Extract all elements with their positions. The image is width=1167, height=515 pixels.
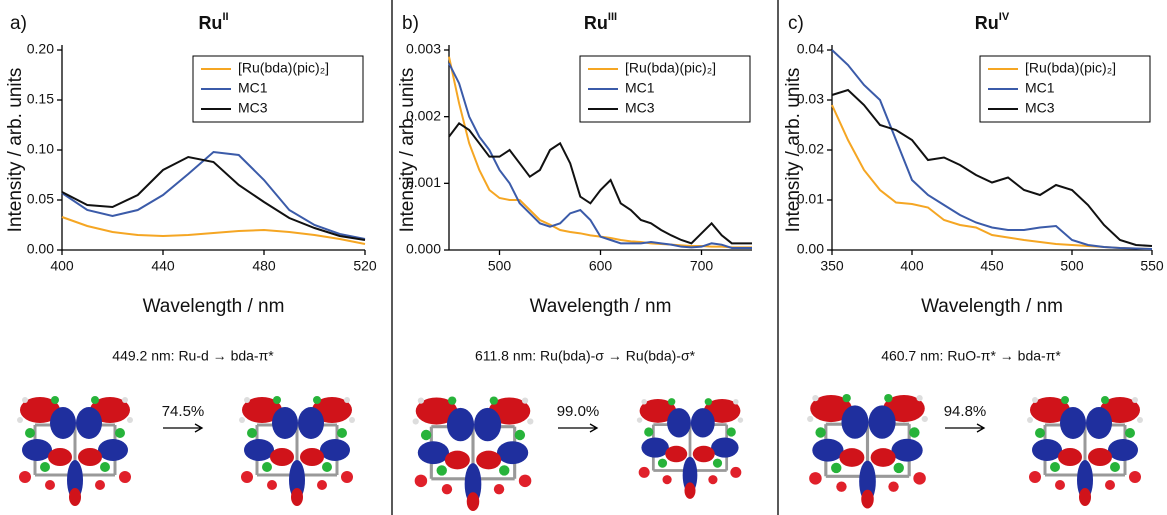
transition-arrow xyxy=(163,424,202,432)
orbital-image xyxy=(1027,396,1143,506)
legend-label: MC3 xyxy=(1025,100,1055,116)
x-axis-label: Wavelength / nm xyxy=(143,296,285,317)
x-tick-label: 400 xyxy=(50,258,74,274)
panel-label: b) xyxy=(402,13,419,34)
data-line xyxy=(449,123,752,243)
y-tick-label: 0.000 xyxy=(406,241,441,257)
x-tick-label: 500 xyxy=(1060,258,1084,274)
x-tick-label: 520 xyxy=(353,258,377,274)
title-superscript: IV xyxy=(999,11,1010,23)
legend-label: [Ru(bda)(pic)₂] xyxy=(238,60,329,76)
legend-label: MC3 xyxy=(238,100,268,116)
orbital-image xyxy=(413,396,534,511)
y-axis-label: Intensity / arb. units xyxy=(5,68,26,233)
x-tick-label: 350 xyxy=(820,258,844,274)
x-tick-label: 480 xyxy=(252,258,276,274)
y-tick-label: 0.10 xyxy=(27,141,54,157)
y-tick-label: 0.05 xyxy=(27,191,54,207)
x-tick-label: 600 xyxy=(589,258,613,274)
x-tick-label: 400 xyxy=(900,258,924,274)
title-main: Ru xyxy=(584,13,608,33)
x-tick-label: 440 xyxy=(151,258,175,274)
transition-arrow xyxy=(945,424,984,432)
y-tick-label: 0.15 xyxy=(27,91,54,107)
legend-label: [Ru(bda)(pic)₂] xyxy=(1025,60,1116,76)
figure: a)RuII0.000.050.100.150.20400440480520Wa… xyxy=(0,0,1167,515)
orbital-image xyxy=(807,394,928,509)
x-axis-label: Wavelength / nm xyxy=(921,296,1063,317)
transition-arrow xyxy=(558,424,597,432)
orbital-image xyxy=(239,396,355,506)
transition-weight: 99.0% xyxy=(557,403,600,420)
y-tick-label: 0.00 xyxy=(27,241,54,257)
data-line xyxy=(62,152,365,239)
transition-weight: 74.5% xyxy=(162,403,205,420)
legend-label: MC1 xyxy=(1025,80,1055,96)
transition-label: 460.7 nm: RuO-π* → bda-π* xyxy=(881,348,1061,364)
panel-label: c) xyxy=(788,13,804,34)
panel-label: a) xyxy=(10,13,27,34)
x-tick-label: 700 xyxy=(690,258,714,274)
y-axis-label: Intensity / arb. units xyxy=(397,68,418,233)
y-axis-label: Intensity / arb. units xyxy=(783,68,804,233)
y-tick-label: 0.04 xyxy=(797,41,824,57)
orbital-image xyxy=(17,396,133,506)
transition-weight: 94.8% xyxy=(944,403,987,420)
y-tick-label: 0.00 xyxy=(797,241,824,257)
title-main: Ru xyxy=(198,13,222,33)
orbital-image xyxy=(637,398,743,499)
chart-title: RuIV xyxy=(975,11,1010,33)
legend-label: MC3 xyxy=(625,100,655,116)
legend-label: MC1 xyxy=(238,80,268,96)
x-axis-label: Wavelength / nm xyxy=(530,296,672,317)
title-main: Ru xyxy=(975,13,999,33)
legend-label: [Ru(bda)(pic)₂] xyxy=(625,60,716,76)
x-tick-label: 500 xyxy=(488,258,512,274)
title-superscript: III xyxy=(608,11,617,23)
transition-label: 449.2 nm: Ru-d → bda-π* xyxy=(112,348,274,364)
chart-title: RuII xyxy=(198,11,228,33)
chart-title: RuIII xyxy=(584,11,617,33)
title-superscript: II xyxy=(222,11,228,23)
x-tick-label: 550 xyxy=(1140,258,1164,274)
x-tick-label: 450 xyxy=(980,258,1004,274)
y-tick-label: 0.003 xyxy=(406,41,441,57)
transition-label: 611.8 nm: Ru(bda)-σ → Ru(bda)-σ* xyxy=(475,348,696,364)
legend-label: MC1 xyxy=(625,80,655,96)
y-tick-label: 0.20 xyxy=(27,41,54,57)
